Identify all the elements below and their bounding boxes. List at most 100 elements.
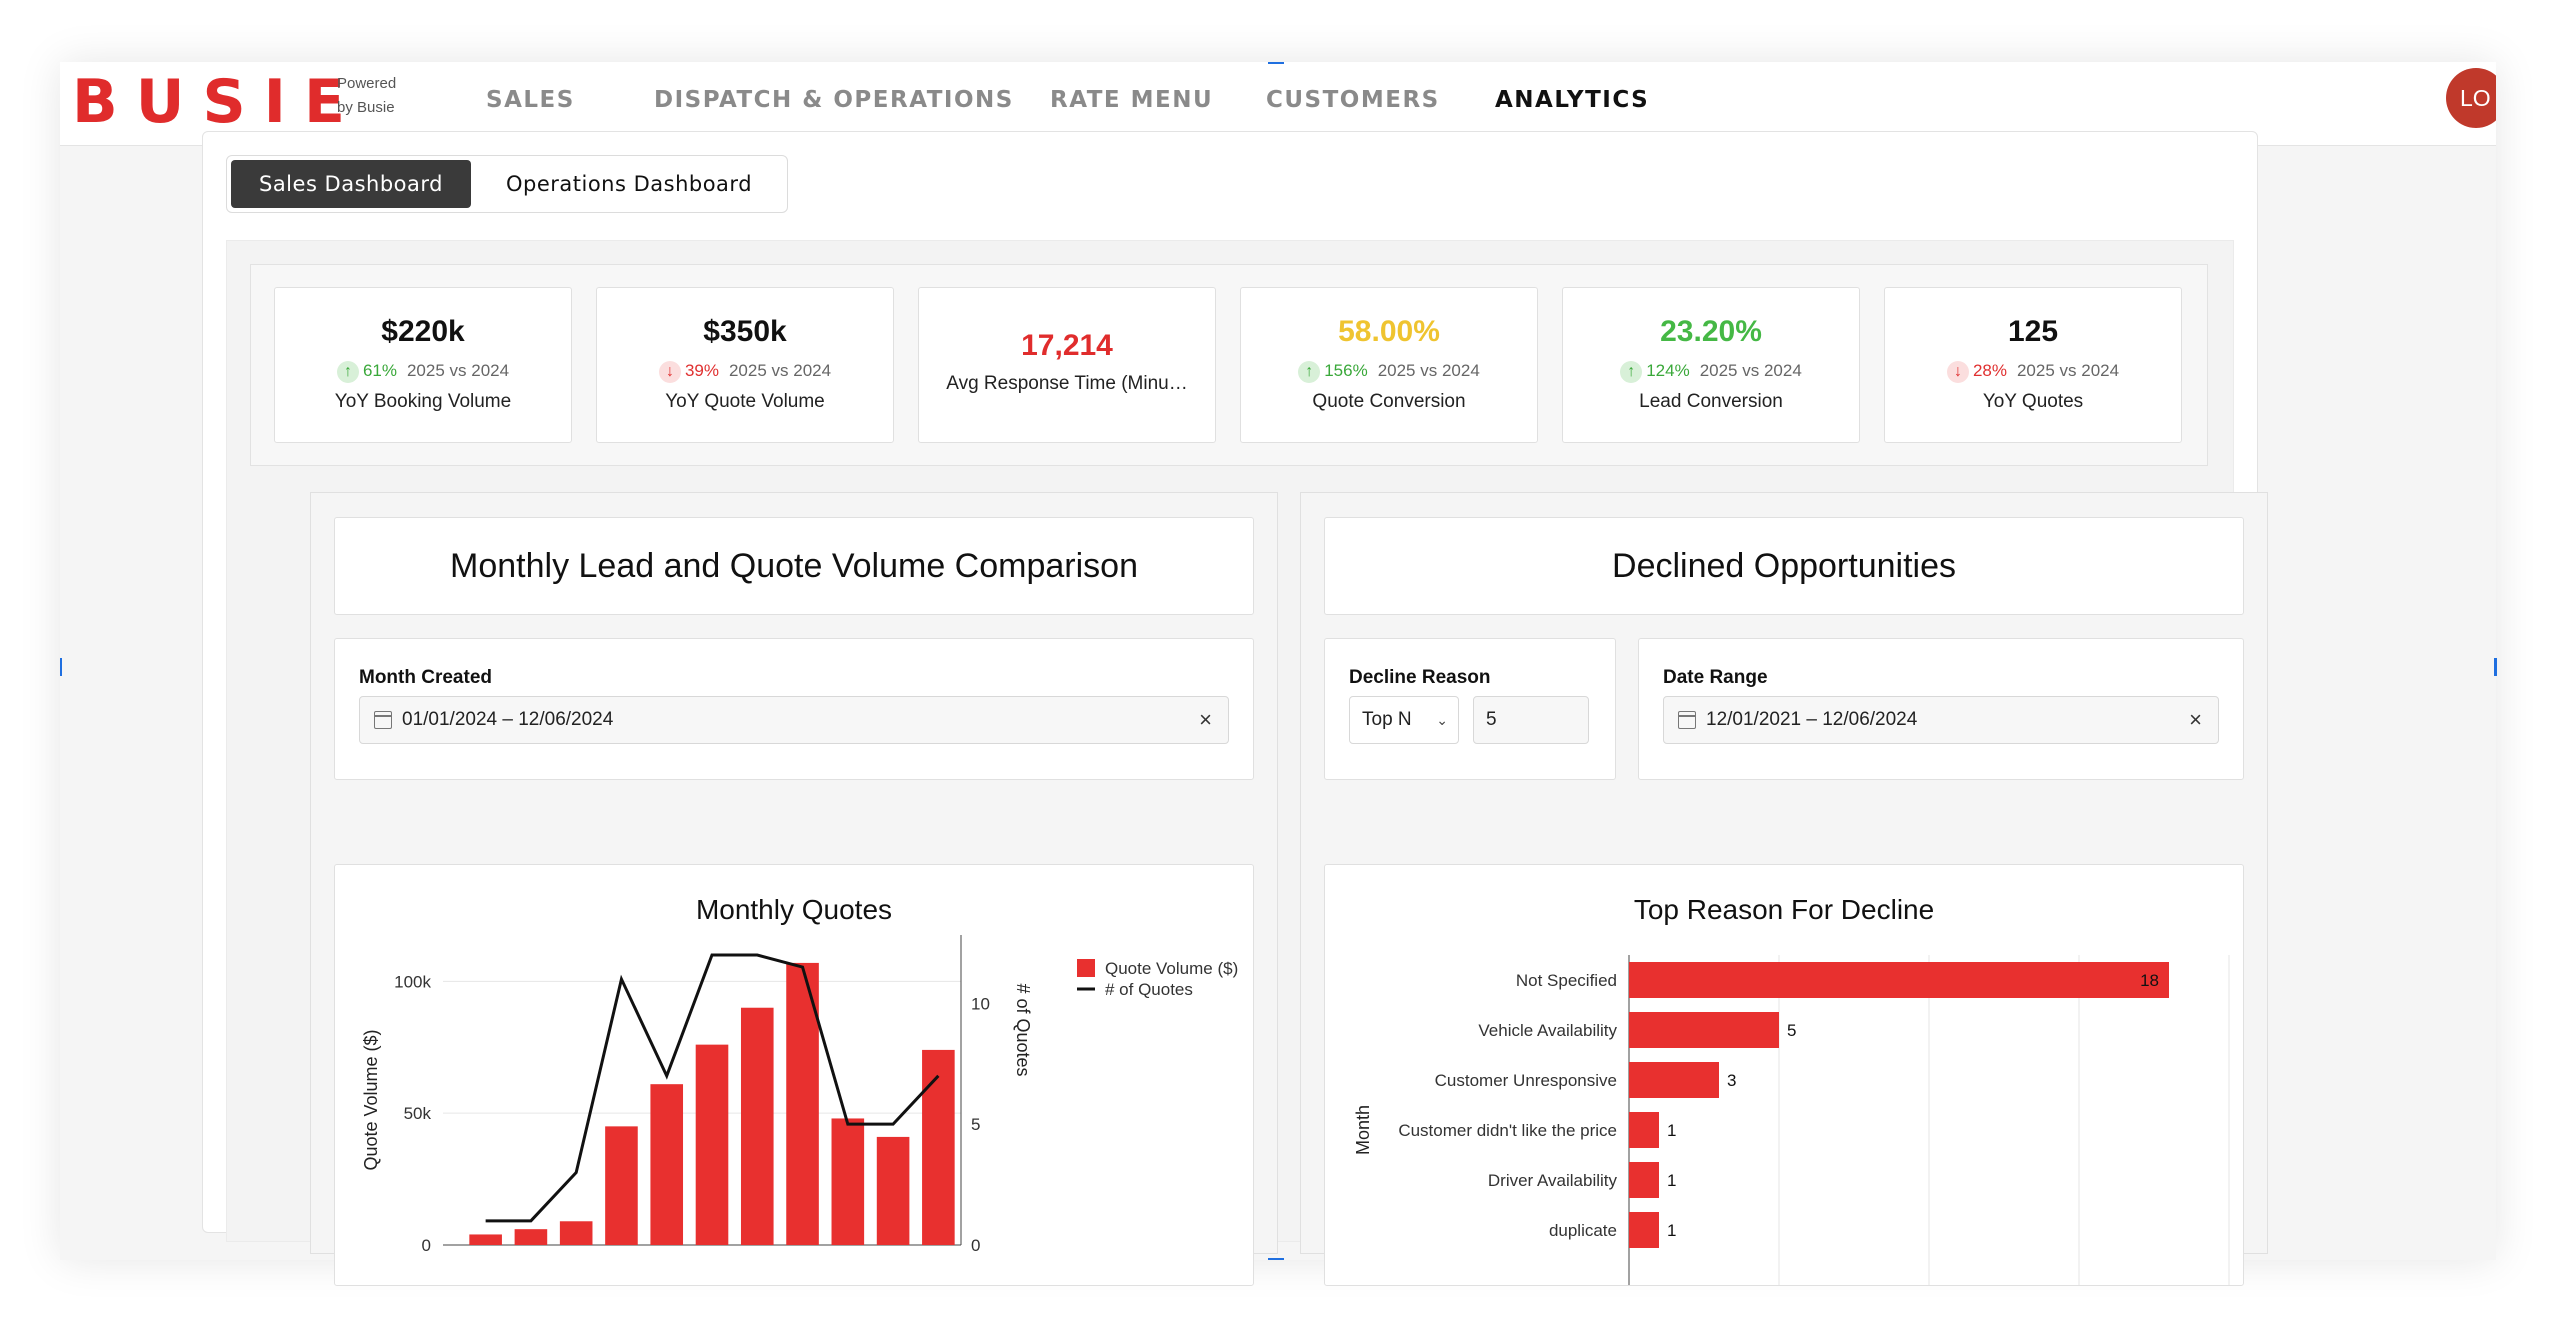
kpi-percent: 61% [362,361,397,380]
kpi-compare: 2025 vs 2024 [1377,361,1480,380]
date-range-input[interactable]: 12/01/2021 – 12/06/2024 × [1663,696,2219,744]
date-range-value: 01/01/2024 – 12/06/2024 [402,709,614,730]
chart-bar [740,1007,774,1245]
kpi-value: 125 [2007,315,2059,348]
chart-bar [469,1234,502,1245]
kpi-card-lead-conversion: 23.20% ↑ 124% 2025 vs 2024 Lead Conversion [1562,287,1860,443]
kpi-compare: 2025 vs 2024 [2016,361,2120,380]
y-tick-label: 50k [404,1104,432,1123]
top-n-number-input[interactable]: 5 [1473,696,1589,744]
calendar-icon [1678,711,1696,729]
kpi-value: $220k [381,315,465,348]
chart-bar [1629,1012,1779,1048]
chart-title: Monthly Quotes [695,894,893,925]
panel-title: Monthly Lead and Quote Volume Comparison [450,547,1138,585]
y2-tick-label: 0 [971,1236,980,1255]
arrow-down-icon: ↓ [658,360,681,383]
chart-bar [650,1084,684,1245]
arrow-up-icon: ↑ [1620,360,1643,383]
kpi-label: Avg Response Time (Minu… [946,373,1188,394]
y2-tick-label: 10 [971,994,990,1013]
declined-title-card: Declined Opportunities [1324,517,2244,615]
arrow-up-icon: ↑ [336,360,359,383]
monthly-quotes-chart-card: Monthly Quotes 0 50k 100k 0 5 10 Quote Volume … [334,864,1254,1286]
data-label: 5 [1787,1021,1796,1040]
arrow-down-icon: ↓ [1946,360,1969,383]
nav-rate-menu[interactable]: RATE MENU [1050,87,1214,113]
chart-bar [876,1136,910,1245]
resize-handle-right[interactable] [2494,658,2497,676]
kpi-percent: 124% [1646,361,1690,380]
decline-reason-chart-card: Top Reason For Decline Month Not Specifie… [1324,864,2244,1286]
clear-date-icon[interactable]: × [2189,707,2202,732]
kpi-label: Quote Conversion [1312,391,1466,412]
category-label: Not Specified [1516,971,1617,990]
panel-title: Declined Opportunities [1612,547,1956,585]
legend-label: Quote Volume ($) [1105,959,1238,978]
y-axis-title: Month [1353,1105,1373,1155]
y-axis-title: Quote Volume ($) [361,1029,381,1170]
kpi-label: YoY Quote Volume [665,391,825,412]
y-tick-label: 100k [394,972,431,991]
resize-handle-bottom[interactable] [1268,1258,1284,1260]
chart-bar [831,1118,865,1245]
kpi-card-quote-volume: $350k ↓ 39% 2025 vs 2024 YoY Quote Volume [596,287,894,443]
calendar-icon [374,711,392,729]
kpi-card-yoy-quotes: 125 ↓ 28% 2025 vs 2024 YoY Quotes [1884,287,2182,443]
tab-operations-dashboard[interactable]: Operations Dashboard [505,172,753,196]
y2-tick-label: 5 [971,1115,980,1134]
chart-bar [1629,1112,1659,1148]
user-avatar[interactable]: LO [2446,68,2496,128]
nav-dispatch-operations[interactable]: DISPATCH & OPERATIONS [654,87,1014,113]
nav-customers[interactable]: CUSTOMERS [1266,87,1440,113]
arrow-up-icon: ↑ [1298,360,1321,383]
date-range-value: 12/01/2021 – 12/06/2024 [1706,709,1918,730]
chart-bar [695,1044,729,1245]
logo-tagline-line2: by Busie [337,99,395,116]
tab-sales-dashboard[interactable]: Sales Dashboard [231,160,471,208]
decline-reason-filter: Decline Reason Top N ⌄ 5 [1324,638,1616,780]
kpi-card-quote-conversion: 58.00% ↑ 156% 2025 vs 2024 Quote Conversio… [1240,287,1538,443]
clear-date-icon[interactable]: × [1199,707,1212,732]
filter-label: Date Range [1663,667,1768,688]
resize-handle-left[interactable] [60,658,62,676]
category-label: Customer didn't like the price [1398,1121,1617,1140]
chart-bar [1629,1162,1659,1198]
kpi-card-avg-response-time: 17,214 Avg Response Time (Minu… [918,287,1216,443]
logo-tagline-line1: Powered [337,75,397,92]
top-reason-decline-chart: Month Not Specified 18 Vehicle Availability… [1353,955,2230,1285]
kpi-percent: 156% [1324,361,1368,380]
data-label: 1 [1667,1121,1676,1140]
category-label: Driver Availability [1488,1171,1618,1190]
data-label: 18 [2140,971,2159,990]
chart-bar [1629,1062,1719,1098]
resize-handle-top[interactable] [1268,62,1284,64]
filter-label: Decline Reason [1349,667,1491,688]
kpi-change: ↓ 39% 2025 vs 2024 [597,358,893,384]
date-range-input[interactable]: 01/01/2024 – 12/06/2024 × [359,696,1229,744]
kpi-label: YoY Booking Volume [334,391,512,412]
month-created-filter: Month Created 01/01/2024 – 12/06/2024 × [334,638,1254,780]
nav-sales[interactable]: SALES [486,87,575,113]
y2-axis-title: # of Quotes [1013,983,1033,1076]
kpi-label: Lead Conversion [1639,391,1783,412]
monthly-quotes-chart: 0 50k 100k 0 5 10 Quote Volume ($) # of Quotes Q… [361,935,1238,1255]
kpi-percent: 39% [684,361,719,380]
decline-date-range-filter: Date Range 12/01/2021 – 12/06/2024 × [1638,638,2244,780]
top-n-select[interactable]: Top N ⌄ [1349,696,1459,744]
data-label: 1 [1667,1171,1676,1190]
category-label: Vehicle Availability [1478,1021,1617,1040]
kpi-change: ↑ 156% 2025 vs 2024 [1241,358,1537,384]
legend-swatch-bar [1077,959,1095,977]
legend-label: # of Quotes [1105,980,1193,999]
chart-bar [514,1229,548,1245]
busie-logo[interactable]: BUSIE [72,67,363,137]
chart-bar [1629,1212,1659,1248]
kpi-value: $350k [703,315,787,348]
data-label: 3 [1727,1071,1736,1090]
chart-bar [922,1049,955,1245]
kpi-value: 58.00% [1338,315,1440,348]
kpi-change: ↓ 28% 2025 vs 2024 [1885,358,2181,384]
y-tick-label: 0 [422,1236,431,1255]
nav-analytics[interactable]: ANALYTICS [1495,87,1650,113]
